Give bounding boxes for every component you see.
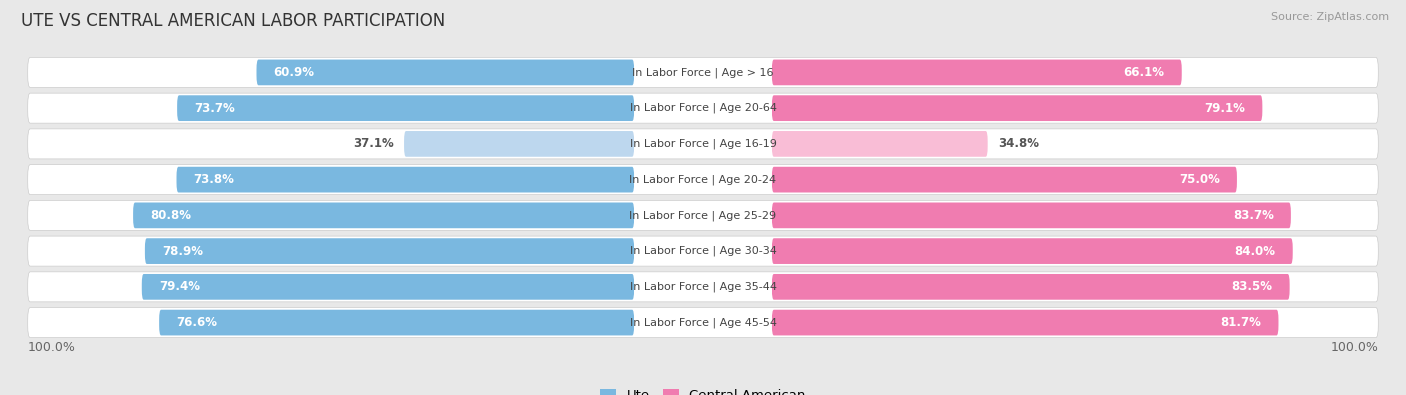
Text: In Labor Force | Age 30-34: In Labor Force | Age 30-34 xyxy=(630,246,776,256)
Text: 75.0%: 75.0% xyxy=(1178,173,1220,186)
Text: In Labor Force | Age > 16: In Labor Force | Age > 16 xyxy=(633,67,773,78)
FancyBboxPatch shape xyxy=(772,131,987,157)
Text: 80.8%: 80.8% xyxy=(150,209,191,222)
Text: 83.5%: 83.5% xyxy=(1232,280,1272,293)
FancyBboxPatch shape xyxy=(28,93,1378,123)
FancyBboxPatch shape xyxy=(28,308,1378,338)
FancyBboxPatch shape xyxy=(772,60,1182,85)
FancyBboxPatch shape xyxy=(772,274,1289,300)
FancyBboxPatch shape xyxy=(177,167,634,192)
Text: In Labor Force | Age 20-64: In Labor Force | Age 20-64 xyxy=(630,103,776,113)
FancyBboxPatch shape xyxy=(145,238,634,264)
FancyBboxPatch shape xyxy=(772,167,1237,192)
FancyBboxPatch shape xyxy=(28,165,1378,195)
FancyBboxPatch shape xyxy=(142,274,634,300)
Text: In Labor Force | Age 20-24: In Labor Force | Age 20-24 xyxy=(630,174,776,185)
Text: 73.8%: 73.8% xyxy=(194,173,235,186)
FancyBboxPatch shape xyxy=(28,200,1378,230)
Text: 100.0%: 100.0% xyxy=(28,341,76,354)
FancyBboxPatch shape xyxy=(256,60,634,85)
FancyBboxPatch shape xyxy=(772,238,1292,264)
Text: Source: ZipAtlas.com: Source: ZipAtlas.com xyxy=(1271,12,1389,22)
FancyBboxPatch shape xyxy=(634,238,772,264)
Text: In Labor Force | Age 25-29: In Labor Force | Age 25-29 xyxy=(630,210,776,221)
FancyBboxPatch shape xyxy=(634,274,772,300)
Text: 73.7%: 73.7% xyxy=(194,102,235,115)
FancyBboxPatch shape xyxy=(772,95,1263,121)
Text: 37.1%: 37.1% xyxy=(353,137,394,150)
Text: In Labor Force | Age 45-54: In Labor Force | Age 45-54 xyxy=(630,317,776,328)
FancyBboxPatch shape xyxy=(772,203,1291,228)
FancyBboxPatch shape xyxy=(28,129,1378,159)
Text: 60.9%: 60.9% xyxy=(274,66,315,79)
FancyBboxPatch shape xyxy=(28,272,1378,302)
Text: 79.1%: 79.1% xyxy=(1205,102,1246,115)
FancyBboxPatch shape xyxy=(634,310,772,335)
Text: 78.9%: 78.9% xyxy=(162,245,202,258)
FancyBboxPatch shape xyxy=(634,203,772,228)
Text: 76.6%: 76.6% xyxy=(176,316,218,329)
FancyBboxPatch shape xyxy=(634,60,772,85)
Text: 34.8%: 34.8% xyxy=(998,137,1039,150)
FancyBboxPatch shape xyxy=(772,310,1278,335)
FancyBboxPatch shape xyxy=(177,95,634,121)
Text: In Labor Force | Age 35-44: In Labor Force | Age 35-44 xyxy=(630,282,776,292)
FancyBboxPatch shape xyxy=(28,57,1378,87)
FancyBboxPatch shape xyxy=(134,203,634,228)
Text: 83.7%: 83.7% xyxy=(1233,209,1274,222)
FancyBboxPatch shape xyxy=(404,131,634,157)
Text: 66.1%: 66.1% xyxy=(1123,66,1164,79)
Text: 100.0%: 100.0% xyxy=(1330,341,1378,354)
FancyBboxPatch shape xyxy=(634,95,772,121)
FancyBboxPatch shape xyxy=(28,236,1378,266)
FancyBboxPatch shape xyxy=(634,131,772,157)
FancyBboxPatch shape xyxy=(159,310,634,335)
Text: 79.4%: 79.4% xyxy=(159,280,200,293)
Text: UTE VS CENTRAL AMERICAN LABOR PARTICIPATION: UTE VS CENTRAL AMERICAN LABOR PARTICIPAT… xyxy=(21,12,446,30)
Legend: Ute, Central American: Ute, Central American xyxy=(595,384,811,395)
Text: 81.7%: 81.7% xyxy=(1220,316,1261,329)
Text: 84.0%: 84.0% xyxy=(1234,245,1275,258)
Text: In Labor Force | Age 16-19: In Labor Force | Age 16-19 xyxy=(630,139,776,149)
FancyBboxPatch shape xyxy=(634,167,772,192)
